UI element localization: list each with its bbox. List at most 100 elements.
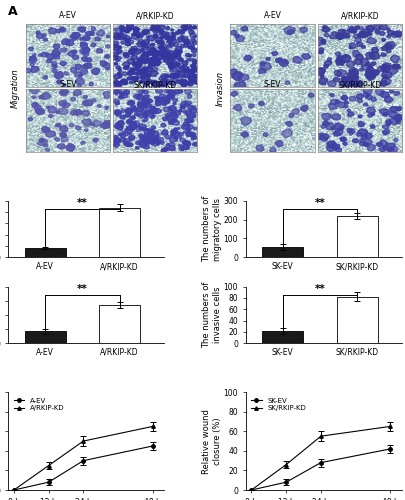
Polygon shape bbox=[158, 40, 164, 45]
Polygon shape bbox=[358, 32, 364, 36]
Polygon shape bbox=[318, 78, 327, 84]
Polygon shape bbox=[170, 76, 175, 80]
Polygon shape bbox=[130, 108, 133, 110]
Polygon shape bbox=[188, 44, 194, 49]
Polygon shape bbox=[117, 50, 122, 54]
Polygon shape bbox=[160, 142, 164, 144]
Polygon shape bbox=[97, 104, 101, 108]
Polygon shape bbox=[181, 84, 186, 87]
Polygon shape bbox=[182, 141, 189, 145]
Polygon shape bbox=[122, 72, 126, 76]
Polygon shape bbox=[192, 66, 198, 70]
Polygon shape bbox=[375, 142, 382, 146]
Polygon shape bbox=[162, 117, 167, 121]
Text: A-EV: A-EV bbox=[59, 12, 77, 20]
Polygon shape bbox=[81, 142, 85, 144]
Polygon shape bbox=[154, 108, 162, 114]
Polygon shape bbox=[371, 48, 378, 52]
Polygon shape bbox=[349, 74, 358, 81]
Polygon shape bbox=[149, 80, 154, 84]
Polygon shape bbox=[83, 100, 93, 105]
Polygon shape bbox=[367, 144, 374, 151]
Polygon shape bbox=[174, 115, 177, 118]
Polygon shape bbox=[339, 137, 345, 141]
Polygon shape bbox=[119, 94, 123, 96]
Polygon shape bbox=[143, 84, 149, 87]
Polygon shape bbox=[117, 72, 121, 75]
Polygon shape bbox=[191, 138, 194, 140]
Polygon shape bbox=[133, 26, 138, 30]
Polygon shape bbox=[43, 76, 47, 79]
Polygon shape bbox=[188, 46, 191, 48]
Polygon shape bbox=[277, 58, 281, 61]
Polygon shape bbox=[155, 136, 159, 138]
Polygon shape bbox=[333, 70, 341, 76]
Polygon shape bbox=[342, 54, 347, 58]
Polygon shape bbox=[123, 82, 128, 84]
Polygon shape bbox=[168, 146, 175, 150]
Polygon shape bbox=[356, 132, 361, 136]
Polygon shape bbox=[174, 69, 178, 72]
Polygon shape bbox=[148, 58, 156, 64]
Polygon shape bbox=[349, 96, 355, 101]
Polygon shape bbox=[126, 126, 133, 130]
Polygon shape bbox=[114, 110, 121, 116]
Polygon shape bbox=[189, 134, 193, 136]
Polygon shape bbox=[183, 24, 187, 26]
Polygon shape bbox=[120, 134, 126, 138]
Polygon shape bbox=[120, 32, 123, 35]
Polygon shape bbox=[68, 51, 75, 57]
Polygon shape bbox=[185, 128, 190, 131]
Polygon shape bbox=[381, 38, 385, 42]
Polygon shape bbox=[386, 28, 390, 31]
Polygon shape bbox=[156, 140, 160, 143]
Polygon shape bbox=[382, 146, 386, 149]
Polygon shape bbox=[141, 69, 146, 72]
Polygon shape bbox=[179, 30, 184, 34]
Polygon shape bbox=[187, 81, 190, 84]
Polygon shape bbox=[176, 80, 181, 84]
Polygon shape bbox=[148, 49, 155, 54]
Polygon shape bbox=[72, 32, 81, 38]
Polygon shape bbox=[154, 53, 162, 59]
Title: SK/RKIP-KD: SK/RKIP-KD bbox=[133, 80, 177, 89]
Polygon shape bbox=[141, 90, 144, 92]
Polygon shape bbox=[176, 66, 178, 68]
Polygon shape bbox=[144, 30, 149, 34]
Polygon shape bbox=[131, 122, 136, 126]
Polygon shape bbox=[135, 141, 141, 144]
Polygon shape bbox=[346, 72, 355, 78]
Polygon shape bbox=[36, 108, 44, 114]
Polygon shape bbox=[96, 48, 103, 53]
Polygon shape bbox=[330, 127, 333, 130]
Polygon shape bbox=[81, 119, 92, 126]
Text: **: ** bbox=[314, 284, 325, 294]
Polygon shape bbox=[146, 30, 149, 32]
Polygon shape bbox=[346, 112, 353, 117]
Polygon shape bbox=[340, 96, 347, 100]
Polygon shape bbox=[151, 62, 157, 66]
Polygon shape bbox=[364, 52, 374, 59]
Polygon shape bbox=[167, 38, 172, 42]
Polygon shape bbox=[389, 106, 397, 112]
Polygon shape bbox=[169, 142, 175, 146]
Polygon shape bbox=[155, 83, 162, 88]
Polygon shape bbox=[179, 138, 185, 141]
Polygon shape bbox=[256, 145, 263, 151]
Polygon shape bbox=[113, 144, 116, 146]
Polygon shape bbox=[365, 32, 371, 36]
Polygon shape bbox=[184, 70, 189, 72]
Polygon shape bbox=[371, 70, 378, 75]
Polygon shape bbox=[96, 30, 104, 36]
Polygon shape bbox=[352, 50, 360, 57]
Polygon shape bbox=[166, 55, 172, 60]
Polygon shape bbox=[326, 58, 330, 61]
Polygon shape bbox=[34, 105, 41, 110]
Polygon shape bbox=[166, 80, 171, 83]
Polygon shape bbox=[190, 78, 193, 80]
Polygon shape bbox=[39, 138, 44, 142]
Polygon shape bbox=[395, 120, 400, 124]
Polygon shape bbox=[171, 112, 176, 116]
Polygon shape bbox=[138, 70, 145, 74]
Polygon shape bbox=[169, 42, 174, 46]
